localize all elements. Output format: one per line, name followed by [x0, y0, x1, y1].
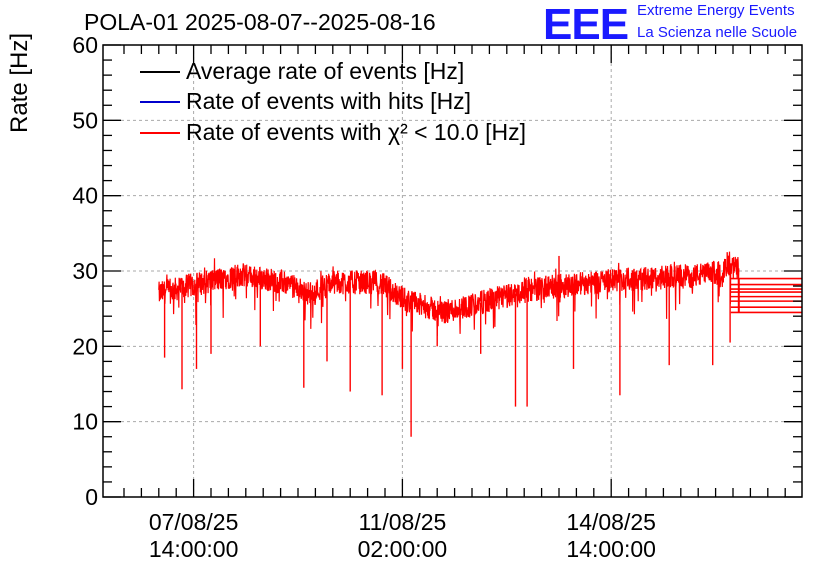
- logo-line-2: La Scienza nelle Scuole: [637, 24, 798, 41]
- legend-label: Rate of events with χ² < 10.0 [Hz]: [186, 119, 526, 145]
- x-axis-labels: 07/08/2514:00:0011/08/2502:00:0014/08/25…: [149, 509, 656, 562]
- y-tick-label: 60: [72, 32, 98, 58]
- eee-logo: EEE: [543, 0, 629, 49]
- legend-label: Average rate of events [Hz]: [186, 58, 465, 84]
- x-tick-label-time: 02:00:00: [358, 536, 448, 562]
- y-tick-label: 50: [72, 107, 98, 133]
- x-tick-label-time: 14:00:00: [566, 536, 656, 562]
- legend-line-black: [140, 71, 180, 73]
- y-axis-title: Rate [Hz]: [6, 32, 33, 133]
- x-tick-label-date: 11/08/25: [358, 509, 446, 535]
- y-tick-label: 40: [72, 183, 98, 209]
- y-tick-label: 30: [72, 258, 98, 284]
- x-tick-label-time: 14:00:00: [149, 536, 239, 562]
- y-tick-label: 0: [85, 484, 98, 510]
- logo-line-1: Extreme Energy Events: [637, 2, 795, 19]
- series-line-chi2: [158, 251, 740, 337]
- axis-frame: [102, 44, 803, 498]
- y-tick-label: 20: [72, 333, 98, 359]
- y-axis-labels: 0 10 20 30 40 50 60: [72, 32, 98, 510]
- x-tick-label-date: 14/08/25: [566, 509, 656, 535]
- chart-title: POLA-01 2025-08-07--2025-08-16: [84, 9, 436, 35]
- legend-line-blue: [140, 101, 180, 103]
- legend-line-red: [140, 132, 180, 134]
- x-tick-label-date: 07/08/25: [149, 509, 239, 535]
- legend-label: Rate of events with hits [Hz]: [186, 88, 472, 114]
- y-tick-label: 10: [72, 409, 98, 435]
- series-chi2-rate: [158, 251, 802, 437]
